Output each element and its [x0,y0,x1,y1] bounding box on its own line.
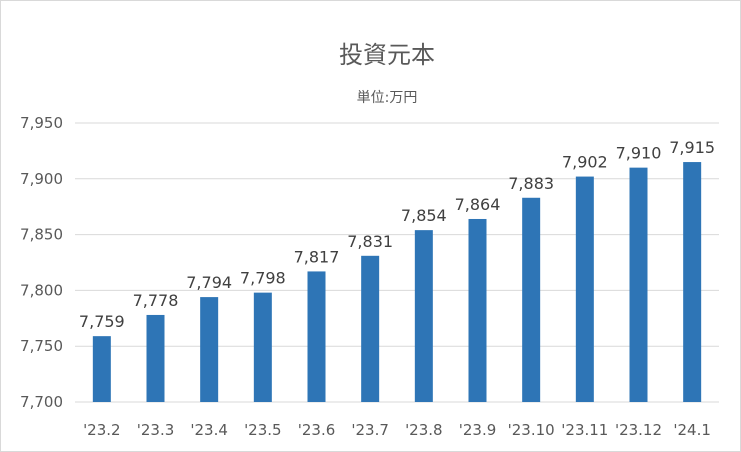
x-tick-label: '23.4 [190,421,228,439]
data-label: 7,854 [401,206,447,225]
y-tick-label: 7,950 [20,114,63,132]
y-tick-label: 7,900 [20,170,63,188]
bar [575,176,594,402]
x-tick-label: '23.12 [615,421,662,439]
data-label: 7,817 [294,247,340,266]
x-tick-label: '24.1 [673,421,711,439]
x-tick-label: '23.5 [244,421,282,439]
x-tick-label: '23.7 [351,421,389,439]
data-label: 7,902 [562,153,608,172]
data-label: 7,915 [669,138,715,157]
data-label: 7,778 [133,291,179,310]
bar [414,230,433,402]
x-axis-ticks: '23.2 '23.3 '23.4 '23.5 '23.6 '23.7 '23.8 '23.9… [83,421,711,439]
bar [92,336,111,402]
y-tick-label: 7,700 [20,393,63,411]
y-axis-ticks: 7,700 7,750 7,800 7,850 7,900 7,950 [20,114,63,411]
data-label: 7,831 [347,232,393,251]
bar [146,314,165,402]
bars [92,162,702,402]
chart-title: 投資元本 [339,41,435,69]
x-tick-label: '23.3 [137,421,175,439]
x-tick-label: '23.2 [83,421,121,439]
x-tick-label: '23.9 [459,421,497,439]
bar [629,167,648,402]
data-labels: 7,759 7,778 7,794 7,798 7,817 7,831 7,854 7,864… [79,138,715,331]
data-label: 7,883 [508,174,554,193]
y-tick-label: 7,850 [20,226,63,244]
bar [253,292,272,402]
gridlines [75,122,719,403]
x-tick-label: '23.11 [561,421,608,439]
data-label: 7,759 [79,312,125,331]
data-label: 7,910 [616,144,662,163]
x-tick-label: '23.8 [405,421,443,439]
bar [683,162,702,402]
bar [307,271,326,402]
bar [522,197,541,402]
data-label: 7,864 [455,195,501,214]
data-label: 7,794 [186,273,232,292]
y-tick-label: 7,750 [20,337,63,355]
x-tick-label: '23.10 [508,421,555,439]
y-tick-label: 7,800 [20,281,63,299]
data-label: 7,798 [240,269,286,288]
bar [200,297,219,402]
bar [361,255,380,402]
chart-subtitle: 単位:万円 [357,90,418,106]
x-tick-label: '23.6 [298,421,336,439]
bar [468,218,487,402]
